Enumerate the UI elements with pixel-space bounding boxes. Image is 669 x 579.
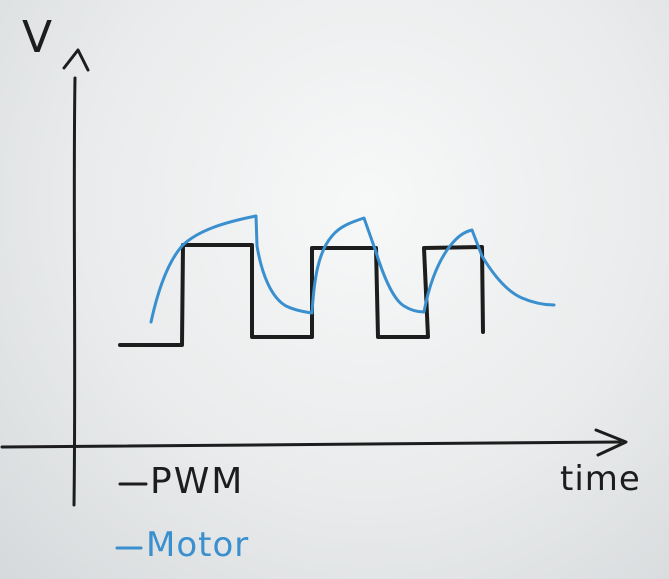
x-axis-arrowhead: [594, 428, 628, 457]
legend-pwm-label: PWM: [150, 461, 245, 502]
x-axis: [0, 440, 622, 449]
x-axis-label: time: [560, 459, 641, 499]
motor-waveform: [149, 214, 556, 324]
y-axis: [72, 76, 77, 507]
y-axis-arrowhead: [62, 48, 90, 72]
legend-motor-label: Motor: [146, 525, 250, 565]
y-axis-label: V: [22, 12, 53, 63]
